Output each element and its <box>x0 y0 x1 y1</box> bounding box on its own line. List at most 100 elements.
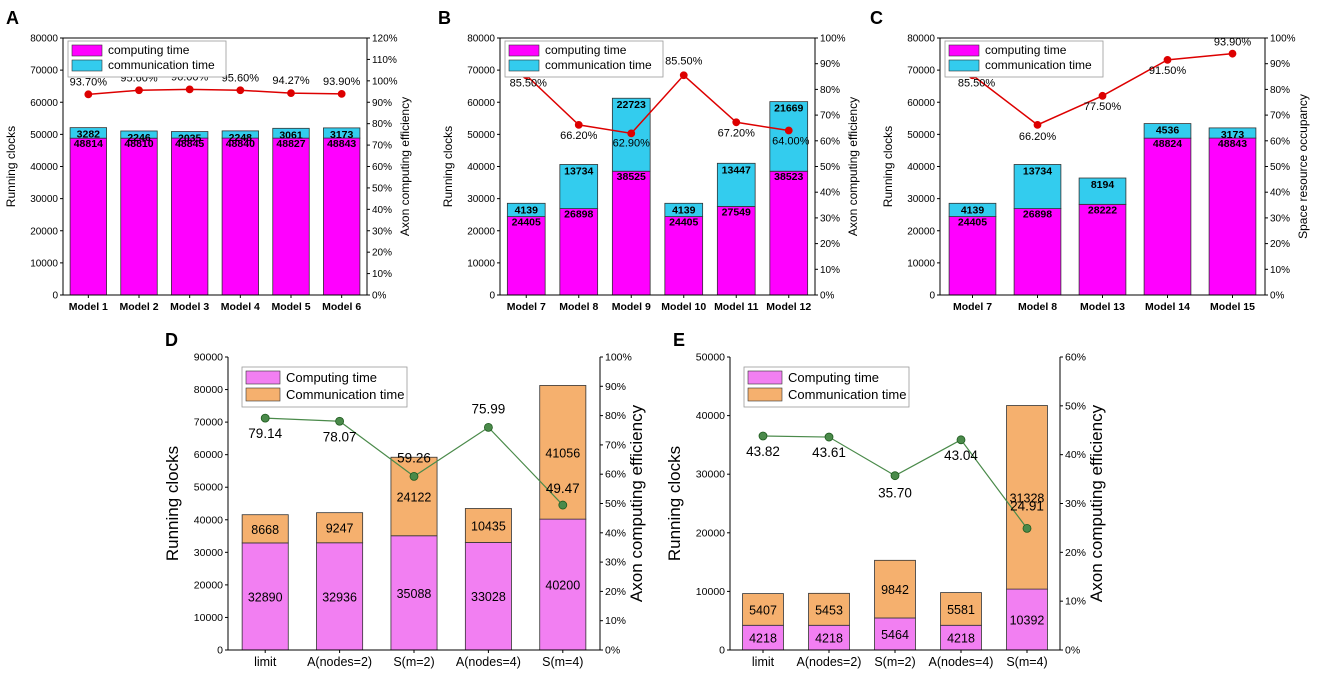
panel-label: C <box>870 8 883 28</box>
efficiency-label-3: 77.50% <box>1084 101 1122 113</box>
x-tick-label: Model 11 <box>714 301 759 313</box>
y2-tick-label: 90% <box>372 98 392 109</box>
bar-computing-1 <box>948 216 997 296</box>
legend-label-2: Communication time <box>788 387 907 402</box>
legend-swatch-2 <box>747 387 783 402</box>
label-communication-1: 8668 <box>251 523 279 537</box>
x-tick-label: Model 7 <box>953 301 992 313</box>
efficiency-label-3: 62.90% <box>613 137 651 149</box>
x-tick-label: Model 5 <box>271 301 310 313</box>
chart-panel-d: D 32890 8668 32936 9247 35088 24122 33028 10435 4… <box>163 330 646 669</box>
y2-tick-label: 100% <box>1270 34 1296 45</box>
y2-tick-label: 20% <box>1065 547 1086 559</box>
y-tick-label: 30000 <box>467 194 495 205</box>
bar-communication-4 <box>221 130 259 139</box>
efficiency-label-1: 93.70% <box>70 76 108 88</box>
legend-label-1: computing time <box>108 43 190 57</box>
y2-tick-label: 20% <box>820 239 840 250</box>
y-tick-label: 50000 <box>907 130 935 141</box>
y-tick-label: 70000 <box>194 417 223 429</box>
y-tick-label: 70000 <box>907 66 935 77</box>
y-tick-label: 10000 <box>30 258 58 269</box>
efficiency-point-4 <box>483 422 493 432</box>
efficiency-point-1 <box>84 90 93 99</box>
y-axis-title: Running clocks <box>441 126 455 207</box>
y2-tick-label: 60% <box>605 469 626 481</box>
y2-tick-label: 10% <box>820 265 840 276</box>
efficiency-point-5 <box>287 89 295 98</box>
bar-communication-1 <box>948 202 997 217</box>
bar-computing-6 <box>769 170 809 296</box>
bar-computing-5 <box>716 206 756 296</box>
panel-label: A <box>6 8 19 28</box>
x-tick-label: Model 6 <box>322 301 361 313</box>
bar-communication-1 <box>742 593 784 626</box>
efficiency-label-6: 93.90% <box>323 76 361 88</box>
y2-tick-label: 80% <box>605 410 626 422</box>
bar-computing-4 <box>221 137 259 296</box>
bar-computing-5 <box>1006 588 1048 651</box>
x-tick-label: Model 8 <box>1018 301 1057 313</box>
label-communication-2: 5453 <box>815 603 843 617</box>
bar-computing-1 <box>241 542 289 651</box>
bar-communication-4 <box>464 508 512 543</box>
label-computing-2: 26898 <box>564 209 593 221</box>
y2-axis-title: Axon computing efficiency <box>398 97 412 236</box>
x-tick-label: S(m=4) <box>1006 655 1047 669</box>
bar-communication-4 <box>1143 123 1192 139</box>
y-tick-label: 20000 <box>907 226 935 237</box>
panel-label: B <box>438 8 451 28</box>
label-communication-2: 2246 <box>127 132 151 144</box>
label-computing-3: 35088 <box>397 587 432 601</box>
label-computing-6: 48843 <box>327 138 356 150</box>
y2-tick-label: 50% <box>372 183 392 194</box>
y-axis-title: Running clocks <box>4 126 18 207</box>
y2-tick-label: 0% <box>372 291 387 302</box>
y2-tick-label: 90% <box>820 59 840 70</box>
y-tick-label: 0 <box>489 291 495 302</box>
x-tick-label: Model 1 <box>69 301 108 313</box>
x-tick-label: Model 10 <box>661 301 706 313</box>
efficiency-label-4: 91.50% <box>1149 65 1187 77</box>
label-communication-4: 4139 <box>672 204 696 216</box>
y-tick-label: 10000 <box>194 612 223 624</box>
bar-communication-2 <box>559 164 599 209</box>
y2-tick-label: 70% <box>372 141 392 152</box>
y-tick-label: 40000 <box>907 162 935 173</box>
y2-tick-label: 40% <box>1065 449 1086 461</box>
label-computing-4: 48840 <box>226 138 255 150</box>
y2-tick-label: 20% <box>605 586 626 598</box>
bar-communication-5 <box>272 127 310 139</box>
y-tick-label: 60000 <box>907 98 935 109</box>
x-tick-label: S(m=2) <box>393 655 434 669</box>
label-computing-5: 27549 <box>722 206 751 218</box>
efficiency-point-3 <box>185 85 194 94</box>
efficiency-point-2 <box>335 416 345 426</box>
efficiency-point-1 <box>758 431 768 441</box>
y2-tick-label: 90% <box>1270 59 1290 70</box>
bar-computing-2 <box>1013 208 1062 296</box>
efficiency-point-4 <box>1163 55 1172 64</box>
efficiency-label-5: 67.20% <box>718 127 756 139</box>
label-communication-3: 8194 <box>1091 179 1115 191</box>
label-communication-3: 24122 <box>397 491 432 505</box>
bar-communication-2 <box>120 130 158 139</box>
efficiency-label-2: 66.20% <box>1019 131 1057 143</box>
y2-axis-title: Axon computing efficiency <box>1087 404 1106 602</box>
y2-tick-label: 60% <box>1065 352 1086 364</box>
y2-tick-label: 30% <box>1065 498 1086 510</box>
y2-tick-label: 60% <box>372 162 392 173</box>
bar-computing-2 <box>120 137 158 296</box>
label-computing-5: 48843 <box>1218 138 1247 150</box>
legend-label-1: computing time <box>985 43 1067 57</box>
efficiency-point-1 <box>260 413 270 423</box>
y2-tick-label: 0% <box>1065 645 1080 657</box>
efficiency-label-1: 85.50% <box>958 77 996 89</box>
y-tick-label: 40000 <box>30 162 58 173</box>
label-computing-1: 48814 <box>74 138 103 150</box>
y-tick-label: 70000 <box>467 66 495 77</box>
x-tick-label: Model 15 <box>1210 301 1255 313</box>
efficiency-point-5 <box>1022 523 1032 533</box>
